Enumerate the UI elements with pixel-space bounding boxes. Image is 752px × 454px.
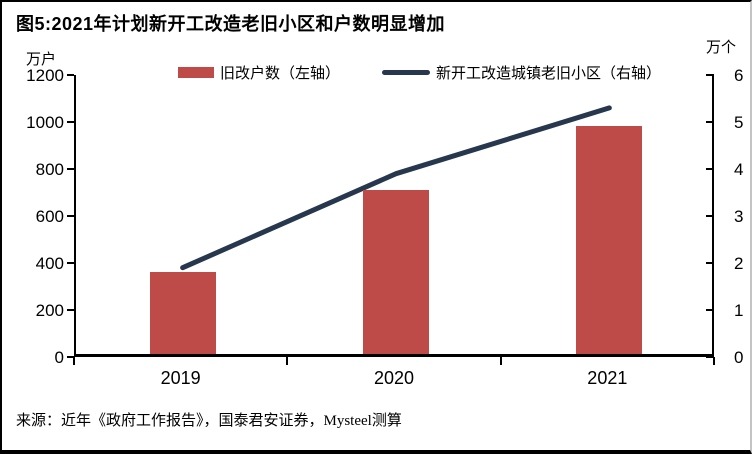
left-axis-tick-mark	[67, 356, 74, 358]
left-axis-tick-label: 1200	[26, 66, 64, 85]
right-axis-tick-mark	[706, 215, 714, 217]
legend-item-bar: 旧改户数（左轴）	[178, 62, 340, 83]
right-axis-tick-mark	[706, 309, 714, 311]
left-axis-tick-mark	[67, 309, 74, 311]
right-axis-unit-label: 万个	[706, 39, 737, 56]
legend-label: 旧改户数（左轴）	[220, 65, 341, 82]
bar-2020	[363, 189, 429, 354]
line-series-svg	[180, 105, 612, 271]
left-axis-tick-mark	[67, 121, 74, 123]
x-axis-category-label: 2019	[160, 368, 201, 388]
right-axis-tick-label: 0	[734, 348, 744, 367]
legend-label: 新开工改造城镇老旧小区（右轴）	[436, 65, 662, 82]
left-axis-tick-mark	[67, 74, 74, 76]
legend-line-swatch-icon	[382, 70, 431, 75]
left-axis-tick-label: 1000	[26, 113, 64, 132]
left-axis-tick-label: 600	[35, 207, 64, 226]
x-axis-tick-mark	[499, 357, 502, 365]
left-axis-tick-label: 400	[35, 254, 64, 273]
chart-legend: 旧改户数（左轴） 新开工改造城镇老旧小区（右轴）	[178, 62, 661, 83]
x-axis-category-label: 2021	[587, 368, 628, 388]
right-axis-tick-mark	[706, 74, 714, 76]
x-axis-category-label: 2020	[373, 368, 415, 388]
legend-item-line: 新开工改造城镇老旧小区（右轴）	[382, 62, 661, 83]
right-axis-tick-label: 5	[734, 113, 744, 132]
right-axis-tick-mark	[706, 168, 714, 170]
bar-2021	[576, 126, 643, 354]
bar-2019	[149, 271, 216, 354]
chart-title: 图5:2021年计划新开工改造老旧小区和户数明显增加	[16, 14, 446, 34]
right-axis-tick-label: 6	[734, 66, 744, 85]
plot-area	[74, 75, 714, 357]
x-axis-tick-mark	[286, 357, 289, 365]
right-axis-tick-label: 3	[734, 207, 744, 226]
legend-bar-swatch-icon	[178, 67, 214, 78]
right-axis-tick-label: 1	[734, 301, 744, 320]
x-axis-tick-mark	[713, 357, 715, 365]
left-axis-tick-mark	[67, 168, 74, 170]
right-axis-tick-label: 2	[734, 254, 744, 273]
left-axis-tick-label: 0	[54, 348, 64, 367]
right-axis-tick-mark	[706, 262, 714, 264]
right-axis-tick-label: 4	[734, 160, 744, 179]
line-series-path	[180, 105, 612, 271]
source-note: 来源：近年《政府工作报告》，国泰君安证券，Mysteel测算	[16, 413, 402, 429]
left-axis-unit-label: 万户	[26, 51, 57, 68]
right-axis-tick-mark	[706, 356, 714, 358]
x-axis-tick-mark	[73, 357, 75, 365]
right-axis-tick-mark	[706, 121, 714, 123]
left-axis-tick-mark	[67, 215, 74, 217]
left-axis-tick-label: 800	[35, 160, 64, 179]
left-axis-tick-label: 200	[35, 301, 64, 320]
left-axis-tick-mark	[67, 262, 74, 264]
